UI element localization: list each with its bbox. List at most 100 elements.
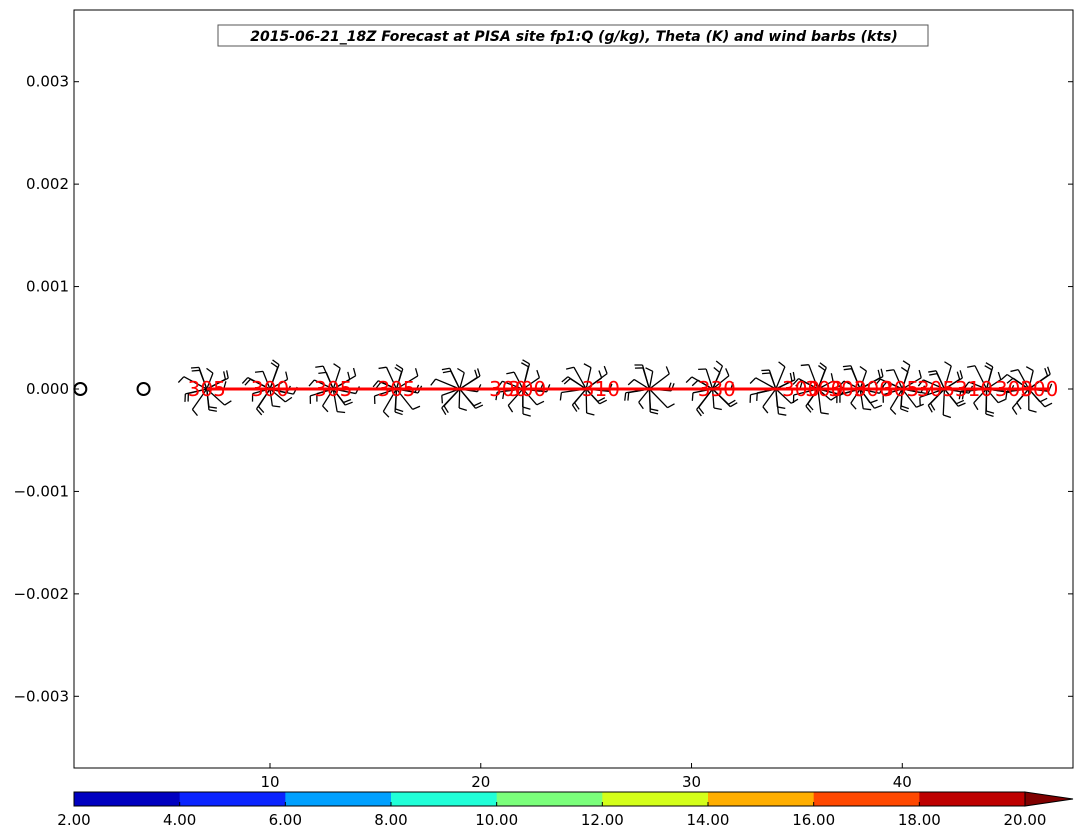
wind-barb-flag bbox=[889, 408, 897, 415]
wind-barb-flag bbox=[598, 370, 603, 379]
wind-barb-shaft bbox=[930, 388, 945, 404]
wind-barb-shaft bbox=[459, 388, 475, 407]
wind-barb-shaft bbox=[322, 365, 334, 390]
wind-barb-flag bbox=[986, 410, 995, 414]
wind-barb-shaft bbox=[206, 388, 210, 407]
theta-label: 300 bbox=[251, 377, 289, 401]
wind-barb-shaft bbox=[648, 371, 654, 390]
wind-barb-shaft bbox=[569, 378, 587, 390]
wind-barb-shaft bbox=[191, 388, 208, 410]
theta-label: 300 bbox=[782, 377, 820, 401]
wind-barb-flag bbox=[691, 379, 699, 387]
wind-barb-flag bbox=[344, 401, 353, 406]
wind-barb-flag bbox=[241, 377, 249, 384]
wind-barb-shaft bbox=[901, 364, 911, 390]
wind-barb-flag bbox=[561, 376, 569, 383]
wind-barb-cluster bbox=[241, 359, 298, 416]
wind-barb-flag bbox=[961, 391, 965, 400]
wind-barb-flag bbox=[208, 406, 217, 409]
wind-barb-cluster bbox=[430, 367, 484, 416]
colorbar-segment bbox=[285, 792, 392, 806]
wind-barb-shaft bbox=[889, 388, 903, 409]
colorbar-segment bbox=[496, 792, 603, 806]
wind-barb-shaft bbox=[923, 379, 945, 390]
wind-barb-shaft bbox=[986, 379, 1002, 390]
colorbar-tick-label: 6.00 bbox=[269, 811, 302, 829]
wind-barb-shaft bbox=[385, 366, 398, 390]
wind-barb-flag bbox=[1047, 366, 1051, 375]
theta-label: 305 bbox=[917, 377, 955, 401]
wind-barb-flag bbox=[285, 371, 289, 380]
wind-barb-flag bbox=[818, 365, 826, 371]
wind-barb-flag bbox=[869, 399, 878, 404]
theta-label: 300 bbox=[805, 377, 843, 401]
wind-barb-shaft bbox=[332, 367, 341, 390]
wind-barb-flag bbox=[443, 405, 449, 414]
wind-barb-flag bbox=[258, 406, 265, 414]
colorbar-tick-label: 8.00 bbox=[374, 811, 407, 829]
wind-barb-flag bbox=[1000, 373, 1008, 381]
wind-barb-shaft bbox=[807, 388, 819, 405]
wind-barb-flag bbox=[762, 406, 769, 414]
wind-barb-flag bbox=[333, 363, 341, 369]
wind-barb-shaft bbox=[638, 388, 650, 403]
theta-label: 330 bbox=[698, 377, 736, 401]
wind-barb-flag bbox=[790, 398, 799, 404]
wind-barb-shaft bbox=[513, 371, 524, 390]
wind-barb-shaft bbox=[269, 388, 286, 403]
wind-barb-shaft bbox=[808, 364, 819, 390]
wind-barb-flag bbox=[645, 367, 654, 372]
wind-barb-flag bbox=[927, 405, 933, 413]
wind-barb-flag bbox=[272, 405, 281, 408]
wind-barb-flag bbox=[1011, 407, 1018, 415]
y-tick-label: 0.003 bbox=[26, 73, 69, 91]
wind-barb-flag bbox=[315, 365, 324, 368]
wind-barb-shaft bbox=[522, 377, 540, 390]
wind-barb-shaft bbox=[985, 369, 993, 390]
wind-barb-flag bbox=[728, 399, 736, 405]
wind-barb-flag bbox=[943, 414, 952, 419]
wind-barb-shaft bbox=[1017, 369, 1030, 390]
wind-barb-flag bbox=[1044, 367, 1049, 376]
wind-barb-flag bbox=[715, 360, 723, 367]
wind-barb-flag bbox=[959, 370, 963, 379]
colorbar-segment bbox=[602, 792, 709, 806]
wind-barb-flag bbox=[729, 402, 738, 408]
theta-label: 305 bbox=[881, 377, 919, 401]
wind-barb-flag bbox=[691, 392, 694, 401]
wind-barb-flag bbox=[807, 403, 814, 411]
colorbar-tick-label: 20.00 bbox=[1004, 811, 1047, 829]
colorbar-segment bbox=[74, 792, 181, 806]
wind-barb-shaft bbox=[711, 388, 715, 408]
wind-barb-flag bbox=[597, 397, 606, 402]
wind-barb-shaft bbox=[642, 367, 650, 390]
wind-barb-flag bbox=[881, 381, 888, 389]
wind-barb-flag bbox=[502, 390, 505, 400]
colorbar-segment bbox=[813, 792, 920, 806]
theta-label: 310 bbox=[582, 377, 620, 401]
chart-title-box bbox=[217, 24, 929, 47]
wind-barb-flag bbox=[918, 369, 922, 378]
wind-barb-flag bbox=[874, 378, 881, 386]
theta-label: 300 bbox=[1020, 377, 1058, 401]
wind-barb-shaft bbox=[943, 365, 952, 390]
wind-barb-shaft bbox=[762, 388, 777, 408]
wind-barb-shaft bbox=[775, 388, 792, 404]
colorbar-tick-label: 16.00 bbox=[792, 811, 835, 829]
wind-barb-flag bbox=[1006, 377, 1014, 384]
wind-barb-flag bbox=[521, 362, 529, 368]
wind-barb-flag bbox=[863, 408, 872, 411]
wind-barb-shaft bbox=[332, 388, 338, 412]
wind-barb-flag bbox=[476, 368, 481, 377]
wind-barb-flag bbox=[800, 364, 809, 367]
theta-label: 300 bbox=[854, 377, 892, 401]
wind-barb-shaft bbox=[1028, 375, 1048, 390]
wind-barb-cluster bbox=[177, 366, 232, 417]
wind-barb-shaft bbox=[817, 370, 826, 390]
wind-barb-shaft bbox=[698, 388, 714, 408]
x-tick-label: 40 bbox=[893, 773, 912, 791]
wind-barb-shaft bbox=[859, 377, 881, 390]
wind-barb-shaft bbox=[459, 376, 478, 390]
wind-barb-flag bbox=[685, 376, 693, 384]
